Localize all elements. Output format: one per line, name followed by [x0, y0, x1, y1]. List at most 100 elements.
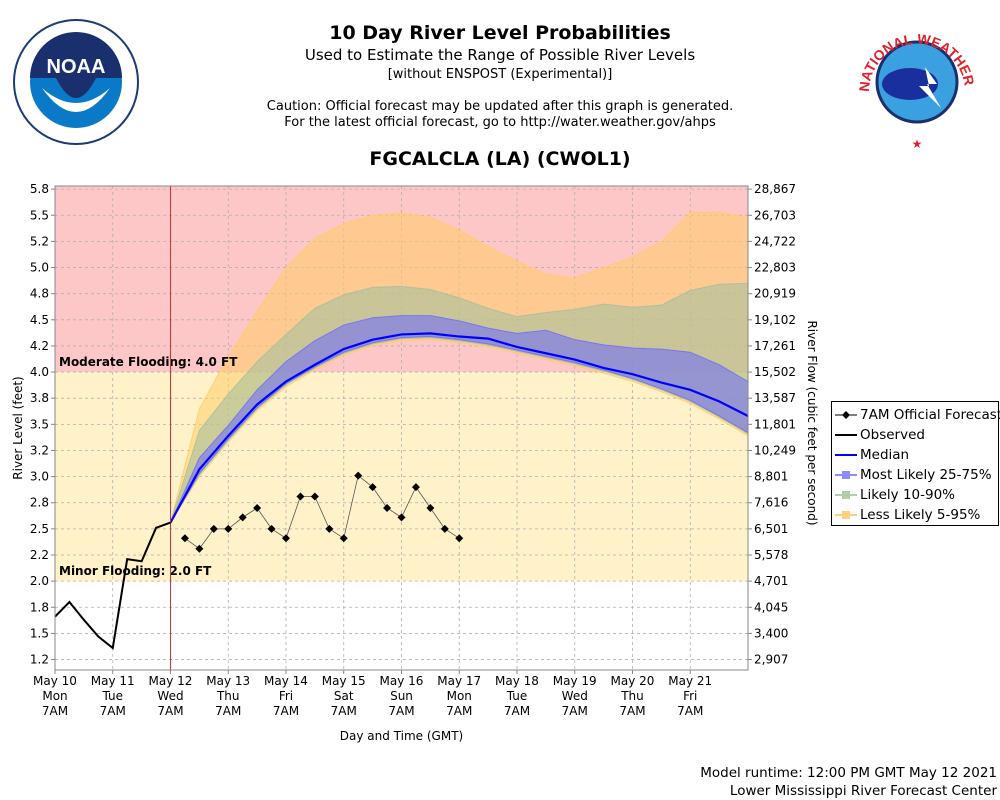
x-axis-label: Day and Time (GMT)	[340, 729, 463, 743]
y2-tick-label: 10,249	[754, 443, 796, 457]
line-swatch-icon	[835, 454, 857, 456]
y-tick-label: 3.2	[30, 443, 49, 457]
y2-tick-label: 17,261	[754, 339, 796, 353]
forecast-point	[426, 503, 435, 512]
forecast-point	[455, 534, 464, 543]
x-tick-date: May 16	[380, 674, 424, 688]
svg-text:★: ★	[912, 137, 923, 151]
y2-tick-label: 3,400	[754, 626, 788, 640]
x-tick-weekday: Thu	[620, 689, 644, 703]
y2-tick-label: 8,801	[754, 470, 788, 484]
station-title: FGCALCLA (LA) (CWOL1)	[369, 148, 631, 170]
y2-tick-label: 20,919	[754, 287, 796, 301]
y2-tick-label: 26,703	[754, 208, 796, 222]
x-tick-time: 7AM	[677, 704, 703, 718]
legend-item-observed: Observed	[835, 425, 925, 445]
forecast-point	[325, 524, 334, 533]
chart-subtitle: Used to Estimate the Range of Possible R…	[304, 46, 696, 64]
forecast-point	[440, 524, 449, 533]
x-tick-date: May 15	[322, 674, 366, 688]
x-tick-time: 7AM	[273, 704, 299, 718]
legend-label: Likely 10-90%	[860, 487, 956, 503]
legend-item-median: Median	[835, 445, 909, 465]
caution-text: Caution: Official forecast may be update…	[266, 99, 734, 114]
x-tick-date: May 10	[33, 674, 77, 688]
y-tick-label: 2.8	[30, 496, 49, 510]
y2-tick-label: 6,501	[754, 522, 788, 536]
x-tick-time: 7AM	[619, 704, 645, 718]
x-tick-weekday: Tue	[506, 689, 528, 703]
legend-label: 7AM Official Forecast	[860, 407, 1000, 423]
y-tick-label: 4.8	[30, 287, 49, 301]
x-tick-date: May 14	[264, 674, 308, 688]
forecast-point	[195, 544, 204, 553]
y2-tick-label: 13,587	[754, 391, 796, 405]
forecast-point	[180, 534, 189, 543]
legend-label: Less Likely 5-95%	[860, 507, 981, 523]
y-tick-label: 3.5	[30, 417, 49, 431]
forecast-point	[397, 513, 406, 522]
y-tick-label: 2.5	[30, 522, 49, 536]
x-tick-time: 7AM	[504, 704, 530, 718]
forecast-point	[411, 483, 420, 492]
x-tick-time: 7AM	[100, 704, 126, 718]
y-tick-label: 2.2	[30, 548, 49, 562]
y-tick-label: 4.2	[30, 339, 49, 353]
legend-item-10-90: Likely 10-90%	[835, 485, 955, 505]
y-tick-label: 5.8	[30, 182, 49, 196]
y-tick-label: 4.5	[30, 313, 49, 327]
y2-tick-label: 28,867	[754, 182, 796, 196]
x-tick-time: 7AM	[215, 704, 241, 718]
forecast-point	[282, 534, 290, 543]
observed-line	[54, 521, 171, 650]
y2-tick-label: 4,045	[754, 600, 788, 614]
legend-item-25-75: Most Likely 25-75%	[835, 465, 992, 485]
legend-label: Observed	[860, 427, 925, 443]
x-tick-date: May 11	[91, 674, 135, 688]
forecast-line	[184, 474, 460, 550]
y2-tick-label: 2,907	[754, 653, 788, 667]
line-swatch-icon	[835, 434, 857, 436]
y2-tick-label: 22,803	[754, 261, 796, 275]
chart-subtitle-note: [without ENSPOST (Experimental)]	[387, 67, 613, 82]
y-tick-label: 2.0	[30, 574, 49, 588]
legend-item-5-95: Less Likely 5-95%	[835, 505, 980, 525]
forecast-point	[224, 524, 233, 533]
x-tick-weekday: Tue	[102, 689, 124, 703]
y-tick-label: 1.2	[30, 653, 49, 667]
diamond-marker-icon	[835, 411, 857, 419]
y-tick-label: 5.5	[30, 208, 49, 222]
y-axis-label: River Level (feet)	[11, 376, 25, 479]
x-tick-weekday: Wed	[562, 689, 588, 703]
y2-tick-label: 15,502	[754, 365, 796, 379]
y-tick-label: 4.0	[30, 365, 49, 379]
y-tick-label: 1.8	[30, 600, 49, 614]
y2-tick-label: 5,578	[754, 548, 788, 562]
median-line	[169, 332, 749, 524]
nws-logo: NATIONAL WEATHER SERVICE ★	[855, 12, 978, 151]
svg-text:NOAA: NOAA	[47, 56, 106, 78]
y-tick-label: 5.2	[30, 234, 49, 248]
forecast-center: Lower Mississippi River Forecast Center	[729, 783, 997, 799]
forecast-point	[253, 503, 262, 512]
forecast-point	[383, 503, 392, 512]
x-tick-date: May 19	[553, 674, 597, 688]
flood-label-minor: Minor Flooding: 2.0 FT	[59, 564, 212, 578]
caution-link-text: For the latest official forecast, go to …	[284, 115, 716, 130]
x-tick-weekday: Sat	[334, 689, 354, 703]
forecast-point	[368, 483, 377, 492]
y-tick-label: 5.0	[30, 261, 49, 275]
y2-tick-label: 11,801	[754, 417, 796, 431]
box-swatch-icon	[835, 491, 857, 499]
x-tick-time: 7AM	[157, 704, 183, 718]
x-tick-date: May 17	[437, 674, 481, 688]
forecast-point	[238, 513, 247, 522]
y2-tick-label: 19,102	[754, 313, 796, 327]
y2-axis-label: River Flow (cubic feet per second)	[805, 320, 819, 525]
x-tick-date: May 21	[668, 674, 712, 688]
y2-tick-label: 7,616	[754, 496, 788, 510]
x-tick-weekday: Fri	[279, 689, 293, 703]
noaa-logo: NOAA	[13, 19, 139, 145]
